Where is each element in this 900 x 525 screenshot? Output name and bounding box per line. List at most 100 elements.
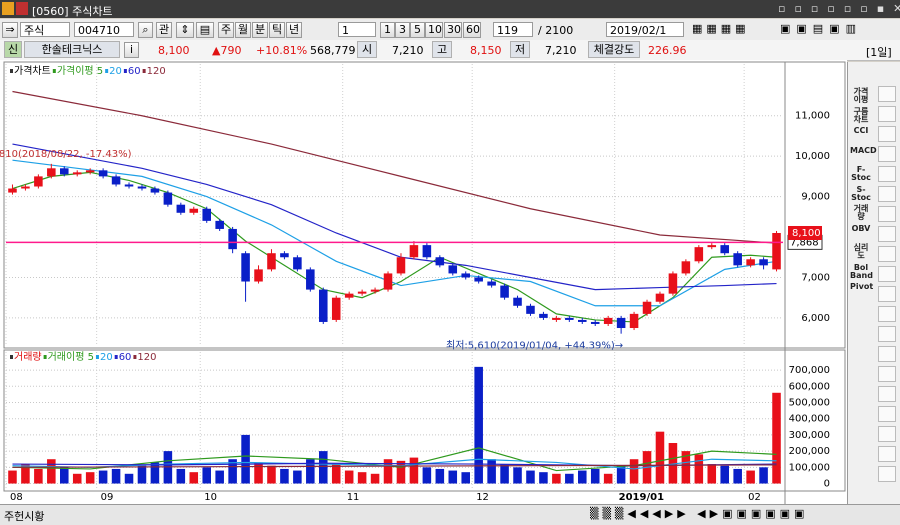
drawing-tool[interactable] [878,426,896,442]
toolbar-icons[interactable]: ▦▦▦▦ [692,22,750,35]
candle-body [720,245,729,254]
candle-body [241,253,250,282]
change-rate: +10.81% [256,44,308,57]
drawing-tool[interactable] [878,106,896,122]
drawing-tool[interactable] [878,306,896,322]
legend-marker [142,69,146,73]
interval-button[interactable]: 5 [410,22,425,38]
credit-badge: 신 [4,41,22,58]
drawing-tool[interactable] [878,86,896,102]
market-select[interactable]: 주식 [20,22,70,37]
toolbar-icons[interactable]: ▣▣▤▣▥ [780,22,862,35]
code-input[interactable]: 004710 [74,22,134,37]
indicator-button[interactable]: 가격이평 [853,87,869,104]
candle-body [655,293,665,302]
volume-panel [3,349,846,492]
y-tick-label: 0 [824,479,830,490]
volume-bar [331,464,341,484]
search-button[interactable]: ⌕ [138,22,153,38]
app-icon [2,2,14,15]
drawing-tool[interactable] [878,146,896,162]
legend-entry: 가격이평 5 [57,64,103,77]
drawing-tool[interactable] [878,286,896,302]
drawing-tool[interactable] [878,266,896,282]
indicator-button[interactable]: OBV [851,223,871,233]
candle-body [21,186,30,189]
legend-entry: 20 [100,352,113,363]
watch-button[interactable]: 관 [156,22,173,38]
candle-body [202,208,211,221]
candle-body [357,291,367,294]
indicator-button[interactable]: 심리도 [853,243,869,260]
candle-body [124,184,134,187]
menu-button[interactable]: ⇒ [2,22,18,38]
info-button[interactable]: i [124,42,139,58]
volume-bar [500,464,509,484]
drawing-tool[interactable] [878,166,896,182]
indicator-button[interactable]: Pivot [850,282,874,291]
candle-body [98,170,108,177]
drawing-tool[interactable] [878,186,896,202]
volume-bar [629,459,639,484]
period-button[interactable]: 틱 [269,22,285,38]
news-tab[interactable]: 주헌시황 [4,510,45,523]
drawing-tool[interactable] [878,446,896,462]
drawing-tool[interactable] [878,466,896,482]
indicator-button[interactable]: F-Stoc [851,165,871,182]
title-bar: [0560] 주식차트 ▫▫▫▫▫▫▪✕ [0,0,900,18]
interval-button[interactable]: 60 [463,22,481,38]
high-annotation: ←최고:9,810(2018/08/22, -17.43%) [0,148,132,160]
drawing-tool[interactable] [878,126,896,142]
drawing-tool[interactable] [878,386,896,402]
candle-body [47,168,56,177]
period-button[interactable]: 분 [252,22,268,38]
indicator-button[interactable]: 구름차트 [853,106,869,124]
period-button[interactable]: 년 [286,22,302,38]
count-input[interactable]: 119 [493,22,533,37]
indicator-button[interactable]: Bol Band [850,262,873,280]
candle-body [34,176,43,187]
strength-label: 체결강도 [588,41,640,58]
drawing-tool[interactable] [878,226,896,242]
indicator-button[interactable]: MACD [850,145,877,155]
drawing-tool[interactable] [878,346,896,362]
date-input[interactable]: 2019/02/1 [606,22,684,37]
x-tick-label: 2019/01 [619,492,664,503]
indicator-button[interactable]: 거래량 [853,204,869,221]
candle-body [306,269,315,290]
volume-bar [746,470,755,484]
interval-button[interactable]: 10 [425,22,443,38]
drawing-tool[interactable] [878,326,896,342]
period-button[interactable]: 주 [218,22,234,38]
candle-body [759,259,768,266]
unit-select[interactable]: 1 [338,22,376,37]
candle-body [137,186,147,189]
indicator-button[interactable]: CCI [853,126,869,135]
y-tick-label: 9,000 [801,192,830,203]
window-controls[interactable]: ▫▫▫▫▫▫▪✕ [778,2,900,15]
drawing-tool[interactable] [878,406,896,422]
indicator-button[interactable]: S-Stoc [851,184,871,202]
volume-bar [111,468,121,484]
legend-marker [123,69,127,73]
volume-bar [513,467,522,484]
scroll-controls[interactable]: ▒▒▒◀◀◀▶▶ ◀▶▣▣▣▣▣▣ [590,507,809,520]
drawing-tool[interactable] [878,246,896,262]
candle-body [331,297,341,320]
volume-bar [344,470,354,484]
interval-button[interactable]: 30 [444,22,462,38]
interval-button[interactable]: 3 [395,22,410,38]
drawing-tool[interactable] [878,366,896,382]
candle-body [60,168,69,175]
list-button[interactable]: ▤ [196,22,214,38]
volume-bar [60,467,69,484]
drawing-tool[interactable] [878,206,896,222]
period-button[interactable]: 월 [235,22,251,38]
volume-bar [409,457,419,484]
candle-body [228,228,237,250]
x-tick-label: 09 [101,492,114,503]
spin-button[interactable]: ⇕ [176,22,194,38]
interval-button[interactable]: 1 [380,22,395,38]
